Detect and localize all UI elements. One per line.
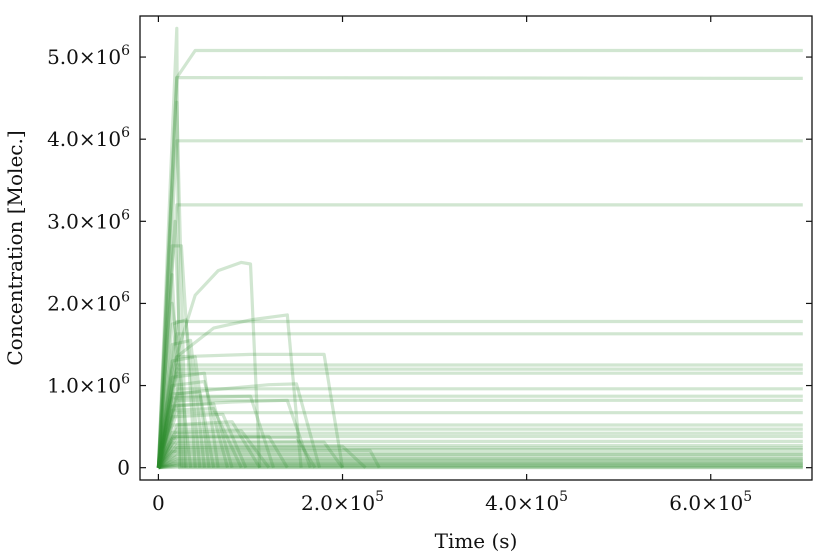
series-line-36 (157, 446, 803, 469)
series-line-56 (156, 379, 230, 469)
series-line-49 (156, 420, 262, 469)
series-line-12 (156, 382, 322, 469)
series-line-23 (157, 443, 803, 469)
series-line-21 (157, 434, 803, 469)
series-line-57 (156, 338, 206, 468)
series-line-51 (156, 434, 289, 469)
series-line-33 (157, 461, 803, 470)
series-line-34 (157, 457, 803, 470)
y-tick-label: 1.0×106 (47, 372, 130, 398)
series-line-50 (156, 429, 271, 469)
series-lines (156, 26, 803, 470)
series-line-42 (156, 301, 193, 468)
series-line-46 (156, 390, 216, 468)
series-line-30 (158, 463, 803, 470)
series-line-11 (156, 371, 803, 469)
y-tick-label: 2.0×106 (47, 289, 130, 315)
series-line-4 (156, 260, 262, 468)
x-tick-label: 0 (152, 491, 165, 515)
series-line-31 (158, 464, 803, 470)
series-line-27 (157, 457, 803, 470)
series-line-20 (156, 431, 803, 469)
series-line-37 (158, 463, 803, 470)
y-tick-label: 5.0×106 (47, 43, 130, 69)
series-line-43 (156, 318, 202, 468)
series-line-60 (156, 407, 243, 469)
series-line-52 (156, 435, 317, 469)
y-axis-label: Concentration [Molec.] (3, 130, 27, 365)
series-line-54 (157, 444, 367, 469)
series-line-29 (158, 461, 803, 470)
series-line-44 (156, 355, 211, 468)
series-line-13 (156, 387, 803, 469)
series-line-55 (157, 448, 381, 469)
series-line-59 (156, 394, 276, 469)
series-line-7 (156, 332, 803, 468)
series-line-1 (156, 75, 803, 468)
series-line-28 (157, 459, 803, 470)
series-line-45 (156, 371, 220, 468)
series-line-35 (157, 452, 803, 470)
series-line-53 (157, 440, 344, 469)
series-line-38 (156, 26, 803, 470)
plot-frame (139, 15, 813, 481)
y-tick-label: 0 (117, 456, 130, 480)
series-line-9 (156, 363, 803, 468)
series-line-25 (157, 451, 803, 469)
series-line-6 (156, 319, 803, 468)
x-tick-label: 4.0×105 (485, 489, 568, 515)
x-axis-label: Time (s) (435, 529, 518, 553)
y-axis-ticks: 0 1.0×106 2.0×106 3.0×106 4.0×106 5.0×106 (47, 43, 812, 480)
series-line-8 (156, 352, 345, 468)
series-line-24 (157, 448, 803, 469)
series-line-10 (156, 367, 803, 468)
series-line-2 (156, 139, 803, 468)
y-tick-label: 4.0×106 (47, 125, 130, 151)
x-tick-label: 6.0×105 (669, 489, 752, 515)
series-line-40 (156, 219, 186, 468)
series-line-39 (156, 100, 188, 468)
y-tick-label: 3.0×106 (47, 207, 130, 233)
series-line-58 (156, 244, 197, 468)
series-line-41 (156, 273, 183, 468)
series-line-15 (156, 398, 803, 469)
series-line-19 (156, 427, 803, 469)
series-line-22 (157, 439, 803, 469)
series-line-16 (156, 398, 312, 469)
series-line-5 (156, 313, 303, 468)
series-line-0 (156, 48, 803, 468)
series-line-17 (156, 411, 803, 469)
x-tick-label: 2.0×105 (301, 489, 384, 515)
series-line-26 (157, 454, 803, 470)
series-line-48 (156, 412, 248, 469)
series-line-47 (156, 402, 234, 469)
x-axis-ticks: 0 2.0×105 4.0×105 6.0×105 (152, 16, 752, 515)
series-line-18 (156, 423, 803, 469)
series-line-14 (156, 394, 803, 469)
series-line-3 (156, 203, 803, 468)
